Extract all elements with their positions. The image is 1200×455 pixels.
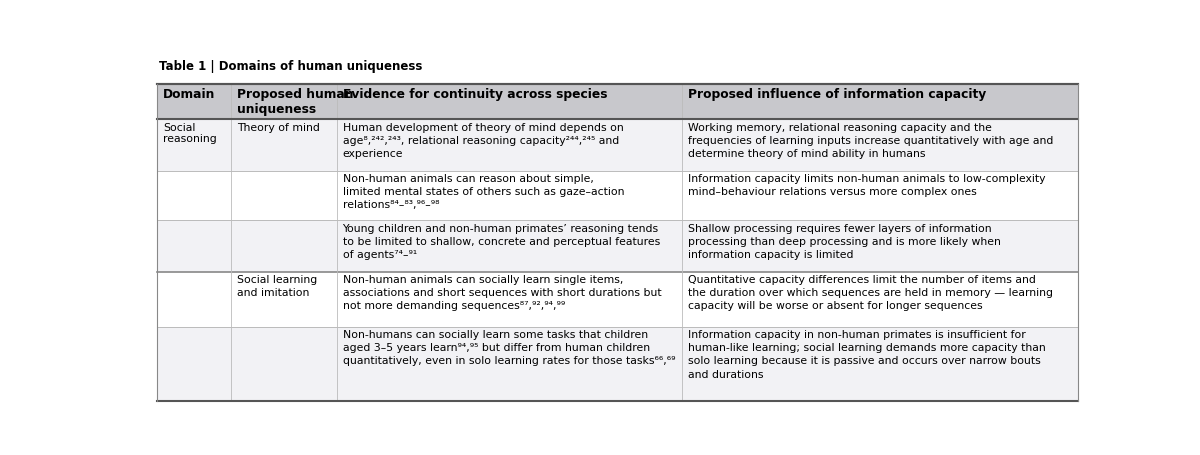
Text: Proposed influence of information capacity: Proposed influence of information capaci… <box>688 88 986 101</box>
Text: Table 1 | Domains of human uniqueness: Table 1 | Domains of human uniqueness <box>160 60 422 73</box>
Text: Young children and non-human primates’ reasoning tends
to be limited to shallow,: Young children and non-human primates’ r… <box>342 224 660 260</box>
Text: Quantitative capacity differences limit the number of items and
the duration ove: Quantitative capacity differences limit … <box>688 275 1052 312</box>
Bar <box>157 84 1078 119</box>
Bar <box>157 171 1078 220</box>
Text: Human development of theory of mind depends on
age⁸,²⁴²,²⁴³, relational reasonin: Human development of theory of mind depe… <box>342 123 623 159</box>
Bar <box>157 220 1078 272</box>
Text: Information capacity in non-human primates is insufficient for
human-like learni: Information capacity in non-human primat… <box>688 330 1045 379</box>
Bar <box>157 272 1078 327</box>
Text: Working memory, relational reasoning capacity and the
frequencies of learning in: Working memory, relational reasoning cap… <box>688 123 1054 159</box>
Text: Non-humans can socially learn some tasks that children
aged 3–5 years learn⁹⁴,⁹⁵: Non-humans can socially learn some tasks… <box>342 330 676 366</box>
Text: Social learning
and imitation: Social learning and imitation <box>236 275 317 298</box>
Text: Domain: Domain <box>163 88 215 101</box>
Text: Proposed human
uniqueness: Proposed human uniqueness <box>236 88 353 116</box>
Text: Non-human animals can reason about simple,
limited mental states of others such : Non-human animals can reason about simpl… <box>342 174 624 210</box>
Text: Non-human animals can socially learn single items,
associations and short sequen: Non-human animals can socially learn sin… <box>342 275 661 312</box>
Bar <box>157 119 1078 171</box>
Bar <box>157 327 1078 401</box>
Text: Theory of mind: Theory of mind <box>236 123 319 133</box>
Text: Information capacity limits non-human animals to low-complexity
mind–behaviour r: Information capacity limits non-human an… <box>688 174 1045 197</box>
Text: Shallow processing requires fewer layers of information
processing than deep pro: Shallow processing requires fewer layers… <box>688 224 1001 260</box>
Text: Social
reasoning: Social reasoning <box>163 123 217 144</box>
Text: Evidence for continuity across species: Evidence for continuity across species <box>342 88 607 101</box>
